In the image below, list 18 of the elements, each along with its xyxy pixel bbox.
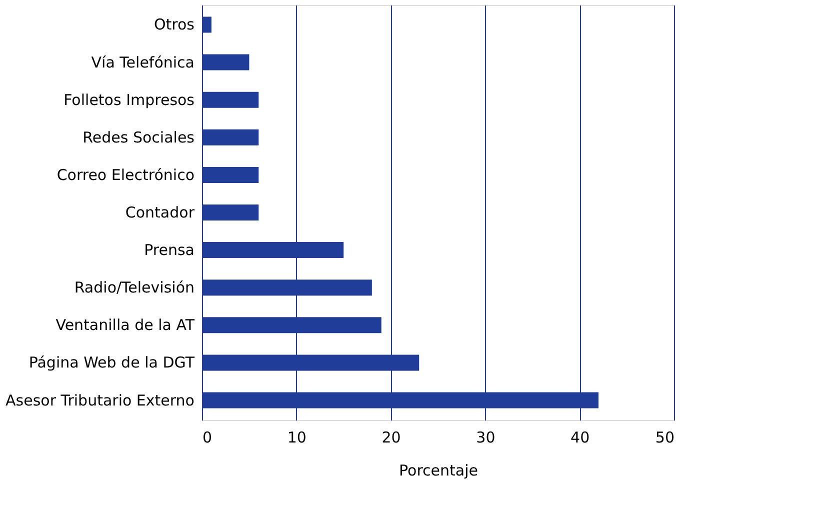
- y-tick-label: Asesor Tributario Externo: [6, 391, 194, 410]
- x-tick-label: 30: [476, 428, 496, 446]
- y-tick-label: Otros: [154, 16, 195, 34]
- x-tick-label: 40: [570, 428, 590, 446]
- y-tick-label: Correo Electrónico: [56, 166, 194, 184]
- x-axis-title: Porcentaje: [399, 462, 478, 480]
- y-tick-label: Contador: [125, 204, 196, 222]
- y-tick-label: Página Web de la DGT: [28, 354, 196, 372]
- y-tick-label: Folletos Impresos: [64, 90, 195, 109]
- x-tick-label: 20: [382, 428, 401, 446]
- x-tick-label: 0: [202, 428, 212, 446]
- y-tick-label: Ventanilla de la AT: [56, 316, 196, 334]
- y-tick-label: Redes Sociales: [82, 128, 195, 146]
- y-tick-label: Radio/Televisión: [74, 278, 194, 297]
- x-tick-label: 10: [287, 428, 306, 446]
- x-tick-label: 50: [655, 428, 674, 446]
- y-tick-label: Vía Telefónica: [91, 53, 194, 72]
- y-tick-label: Prensa: [144, 241, 194, 260]
